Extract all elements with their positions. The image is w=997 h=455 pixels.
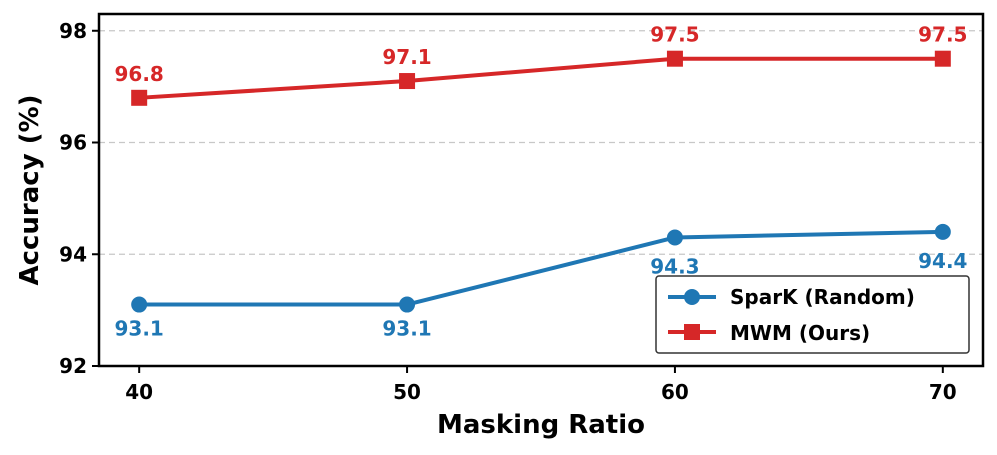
data-label: 97.5 [650, 23, 699, 47]
data-label: 96.8 [115, 62, 164, 86]
data-point [934, 223, 951, 240]
series-line-spark [139, 229, 943, 307]
data-point [399, 296, 416, 313]
legend-box [655, 275, 970, 354]
data-label: 93.1 [115, 317, 164, 341]
y-tick-label: 94 [59, 242, 87, 266]
data-label: 94.3 [650, 254, 699, 278]
data-point [666, 50, 683, 67]
y-tick-label: 96 [59, 131, 87, 155]
series-line-mwm [139, 56, 943, 100]
series-layer: 93.1 93.1 94.3 94.4 96.8 97.1 97.5 97.5 [115, 23, 968, 341]
legend-label-mwm: MWM (Ours) [730, 321, 870, 345]
y-tick-label: 92 [59, 354, 87, 378]
data-point [131, 89, 148, 106]
data-point [934, 50, 951, 67]
data-label: 94.4 [918, 249, 967, 273]
legend-label-spark: SparK (Random) [730, 285, 915, 309]
axes: 92 94 96 98 40 50 60 70 [59, 19, 957, 404]
legend: SparK (Random) MWM (Ours) [655, 275, 970, 354]
grid-lines [99, 30, 983, 255]
data-point [131, 296, 148, 313]
legend-swatch-marker-mwm [684, 324, 700, 340]
x-tick-label: 40 [125, 380, 153, 404]
x-tick-label: 60 [661, 380, 689, 404]
y-axis-title: Accuracy (%) [15, 94, 45, 285]
x-axis-title: Masking Ratio [437, 410, 645, 440]
x-tick-label: 50 [393, 380, 421, 404]
y-tick-label: 98 [59, 19, 87, 43]
data-label: 97.5 [918, 23, 967, 47]
data-label: 97.1 [382, 45, 431, 69]
plot-frame [97, 12, 985, 368]
data-point [399, 73, 416, 90]
x-tick-label: 70 [929, 380, 957, 404]
legend-swatch-marker-spark [684, 289, 700, 305]
data-label: 93.1 [382, 317, 431, 341]
data-point [666, 229, 683, 246]
